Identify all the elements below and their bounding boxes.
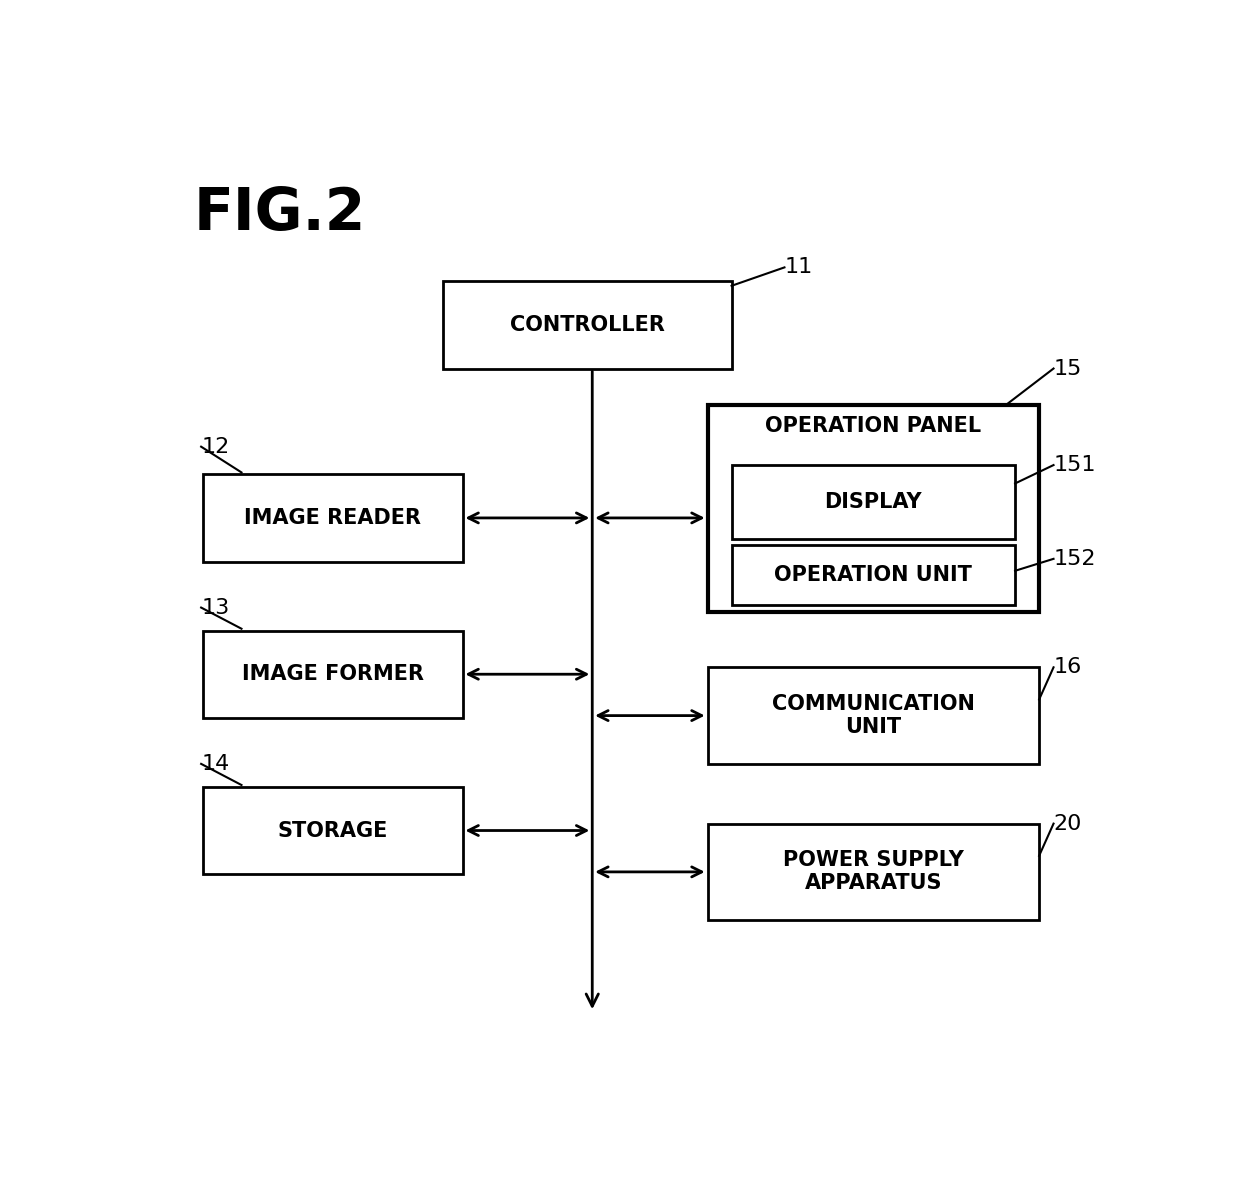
Text: 14: 14: [201, 753, 229, 774]
Text: 13: 13: [201, 597, 229, 617]
Text: FIG.2: FIG.2: [193, 185, 366, 241]
Text: OPERATION UNIT: OPERATION UNIT: [775, 565, 972, 585]
Bar: [444, 282, 732, 369]
Bar: [708, 405, 1039, 613]
Text: 12: 12: [201, 437, 229, 456]
Text: OPERATION PANEL: OPERATION PANEL: [765, 417, 981, 436]
Text: IMAGE READER: IMAGE READER: [244, 507, 422, 528]
Text: 16: 16: [1054, 658, 1081, 677]
Text: 152: 152: [1054, 549, 1096, 568]
Bar: [203, 474, 463, 561]
Bar: [203, 787, 463, 874]
Bar: [732, 544, 1016, 605]
Bar: [732, 464, 1016, 538]
Text: POWER SUPPLY
APPARATUS: POWER SUPPLY APPARATUS: [782, 850, 963, 893]
Text: 20: 20: [1054, 813, 1083, 833]
Text: COMMUNICATION
UNIT: COMMUNICATION UNIT: [773, 694, 975, 737]
Text: DISPLAY: DISPLAY: [825, 492, 923, 512]
Text: CONTROLLER: CONTROLLER: [510, 315, 665, 334]
Text: IMAGE FORMER: IMAGE FORMER: [242, 664, 424, 684]
Bar: [708, 667, 1039, 764]
Text: 11: 11: [785, 258, 812, 277]
Text: 151: 151: [1054, 455, 1096, 475]
Bar: [708, 824, 1039, 921]
Text: STORAGE: STORAGE: [278, 820, 388, 841]
Bar: [203, 630, 463, 718]
Text: 15: 15: [1054, 358, 1083, 378]
